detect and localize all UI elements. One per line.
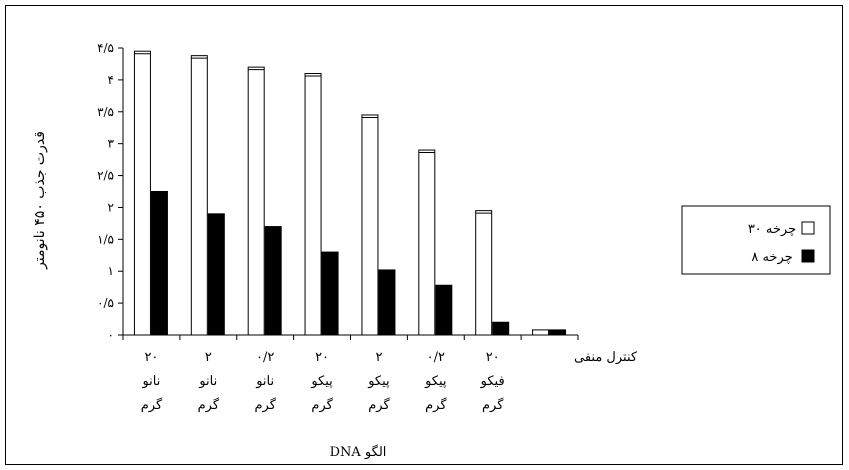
legend-swatch [801,221,815,235]
y-tick-label: ۱/۵ [97,232,114,246]
x-category-label: گرم [368,397,390,413]
x-category-label: گرم [198,397,220,413]
bar-cycle-30 [304,73,322,336]
y-tick-label: ۰/۵ [97,296,114,310]
bar-cycle-8 [378,269,396,336]
y-tick-label: ۰ [108,328,114,342]
x-category-label: ۲۰ [144,350,158,365]
bar-cycle-30 [418,149,436,336]
chart-frame [5,5,843,465]
x-category-label: گرم [254,397,276,413]
x-category-label: ۲۰ [315,350,329,365]
y-tick-label: ۱ [108,264,114,278]
y-axis-label: قدرت جذب ۴۵۰ نانومتر [32,131,48,270]
bar-cycle-30 [247,66,265,336]
bar-cycle-30 [532,329,550,336]
x-category-label: پیکو [367,374,390,389]
x-category-label: ۲ [205,350,212,365]
y-tick-label: ۲/۵ [97,169,114,183]
legend-swatch [801,249,815,263]
y-tick-label: ۴/۵ [97,41,114,55]
legend: چرخه ۳۰ چرخه ۸ [681,205,831,275]
y-tick-label: ۴ [108,73,114,87]
legend-label: چرخه ۸ [751,250,792,265]
bar-cycle-30 [361,114,379,336]
x-category-label: گرم [311,397,333,413]
x-category-label: پیکو [424,374,447,389]
x-category-label: ۰/۲ [256,350,274,365]
x-category-label: فیکو [480,374,505,389]
x-category-label: گرم [425,397,447,413]
bar-cycle-8 [207,213,225,336]
bar-cycle-30 [133,50,151,336]
x-category-label: نانو [198,374,217,389]
bar-cycle-30 [475,210,493,336]
x-category-label: گرم [482,397,504,413]
x-axis-label: DNA الگو [330,444,387,460]
x-category-label: نانو [255,374,274,389]
y-tick-label: ۲ [108,200,114,214]
bar-cycle-8 [549,329,567,336]
x-category-label: ۲ [375,350,382,365]
x-category-label: نانو [141,374,160,389]
x-category-label: ۲۰ [486,350,500,365]
x-axis-categories: ۲۰ نانو گرم ۲ نانو گرم ۰/۲ نانو گرم ۲۰ پیکو گرم ۲ پیک… [122,335,638,413]
bar-cycle-8 [150,191,168,336]
legend-box [681,205,831,275]
y-tick-label: ۳/۵ [97,105,114,119]
bar-cycle-30 [190,55,208,336]
y-axis-ticks: ۰ ۰/۵ ۱ ۱/۵ ۲ ۲/۵ ۳ ۳/۵ ۴ ۴/۵ [97,41,123,342]
bar-cycle-8 [435,284,453,336]
x-category-label: کنترل منفی [574,350,638,365]
legend-label: چرخه ۳۰ [748,222,796,237]
bars [133,50,567,336]
bar-cycle-8 [321,251,339,336]
x-category-label: پیکو [310,374,333,389]
y-tick-label: ۳ [108,137,115,151]
bar-cycle-8 [492,321,510,336]
x-category-label: ۰/۲ [427,350,445,365]
x-category-label: گرم [141,397,163,413]
bar-cycle-8 [264,226,282,336]
